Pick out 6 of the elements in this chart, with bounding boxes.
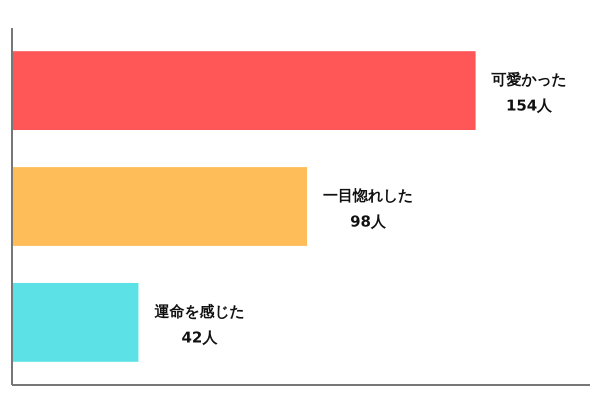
- y-tick-label: 可愛かった: [490, 70, 567, 89]
- data-label: 42人: [182, 328, 218, 346]
- y-tick-label: 運命を感じた: [153, 302, 244, 320]
- data-label: 98人: [350, 212, 387, 230]
- data-label: 154人: [506, 96, 554, 115]
- y-tick-label: 一目惚れした: [323, 186, 414, 204]
